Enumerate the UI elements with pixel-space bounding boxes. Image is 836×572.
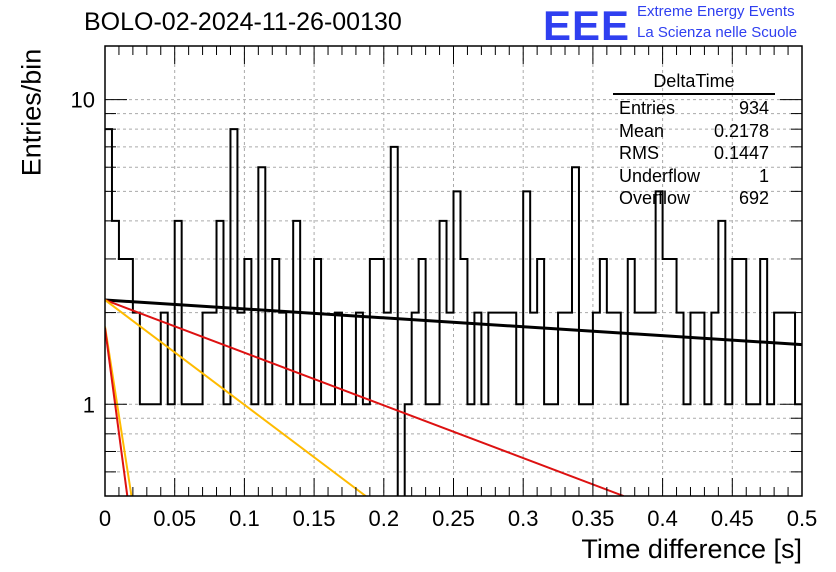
y-tick-label: 10 bbox=[71, 88, 95, 113]
fit-curve bbox=[105, 299, 367, 496]
y-tick-label: 1 bbox=[83, 392, 95, 417]
x-tick-label: 0.1 bbox=[229, 506, 260, 531]
x-tick-label: 0.45 bbox=[711, 506, 754, 531]
stats-label: RMS bbox=[619, 143, 659, 163]
fit-curve bbox=[105, 298, 802, 347]
x-tick-label: 0.2 bbox=[369, 506, 400, 531]
stats-row: Overflow 692 bbox=[613, 187, 775, 210]
x-tick-label: 0.05 bbox=[153, 506, 196, 531]
stats-value: 1 bbox=[758, 165, 769, 186]
stats-label: Underflow bbox=[619, 165, 701, 186]
x-axis-label: Time difference [s] bbox=[581, 534, 802, 564]
stats-value: 934 bbox=[738, 98, 769, 118]
fit-curves bbox=[105, 298, 802, 496]
stats-value: 0.2178 bbox=[713, 120, 769, 141]
stats-label: Mean bbox=[619, 120, 665, 141]
stats-label: Entries bbox=[619, 98, 676, 118]
stats-value: 692 bbox=[738, 188, 769, 208]
x-tick-label: 0.35 bbox=[571, 506, 614, 531]
x-tick-label: 0.3 bbox=[508, 506, 539, 531]
stats-name: DeltaTime bbox=[613, 71, 775, 95]
eee-logo: EEE bbox=[543, 2, 631, 49]
stats-label: Overflow bbox=[619, 188, 691, 208]
stats-value: 0.1447 bbox=[713, 143, 769, 163]
logo-line-1: Extreme Energy Events bbox=[637, 3, 795, 20]
x-tick-label: 0.25 bbox=[432, 506, 475, 531]
fit-curve bbox=[105, 327, 129, 496]
x-tick-label: 0.5 bbox=[787, 506, 818, 531]
stats-row: Mean 0.2178 bbox=[613, 120, 775, 143]
y-axis-label: Entries/bin bbox=[16, 48, 47, 177]
stats-row: RMS 0.1447 bbox=[613, 142, 775, 165]
axes bbox=[104, 45, 803, 497]
x-tick-label: 0.4 bbox=[647, 506, 678, 531]
chart-title: BOLO-02-2024-11-26-00130 bbox=[84, 8, 402, 36]
x-tick-label: 0 bbox=[99, 506, 111, 531]
stats-row: Entries 934 bbox=[613, 97, 775, 120]
histogram bbox=[105, 128, 802, 496]
logo-line-2: La Scienza nelle Scuole bbox=[637, 24, 798, 41]
stats-box: DeltaTime Entries 934 Mean 0.2178 RMS 0.144… bbox=[613, 71, 775, 210]
tick-labels: 0 0.05 0.1 0.15 0.2 0.25 0.3 0.35 0.4 0.45 0.5 1 10 bbox=[71, 88, 818, 531]
histogram-line bbox=[105, 128, 802, 496]
stats-row: Underflow 1 bbox=[613, 165, 775, 188]
x-tick-label: 0.15 bbox=[293, 506, 336, 531]
fit-curve bbox=[105, 299, 624, 496]
